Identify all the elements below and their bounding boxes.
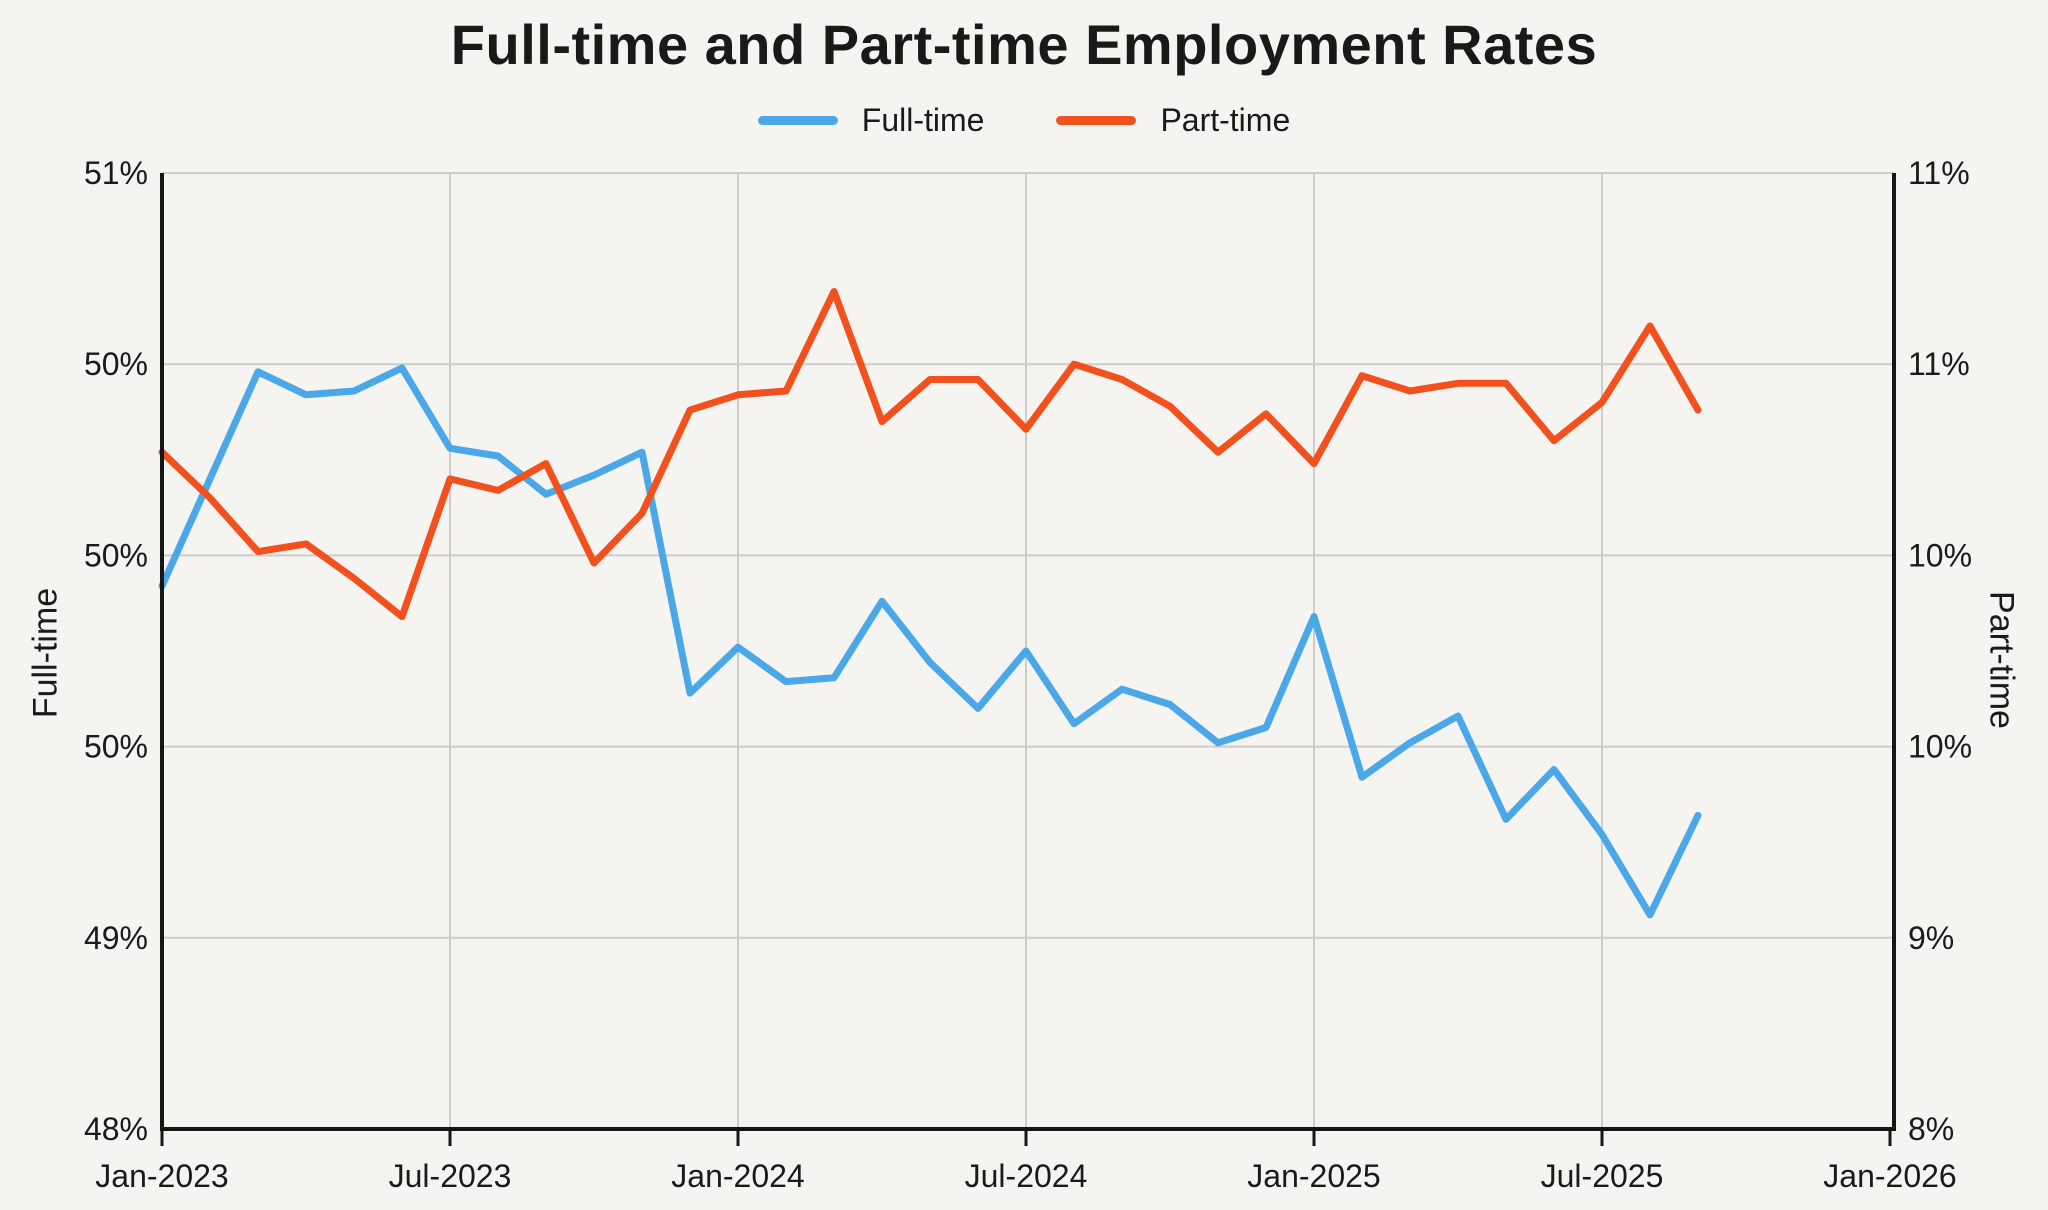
left-y-tick-label: 50% <box>84 729 148 765</box>
part-time-legend-swatch <box>1056 116 1137 125</box>
x-tick-label: Jan-2024 <box>671 1158 804 1194</box>
full-time-legend-label: Full-time <box>861 102 985 138</box>
full-time-line <box>158 364 1702 919</box>
x-tick-label: Jul-2025 <box>1541 1158 1664 1194</box>
right-y-tick-label: 11% <box>1908 155 1970 191</box>
left-axis-title: Full-time <box>26 587 65 719</box>
part-time-line <box>158 288 1702 621</box>
x-tick-label: Jan-2023 <box>95 1158 228 1194</box>
right-y-tick-label: 8% <box>1908 1111 1954 1147</box>
x-tick-label: Jan-2025 <box>1247 1158 1380 1194</box>
x-tick-label: Jul-2023 <box>389 1158 512 1194</box>
chart-title: Full-time and Part-time Employment Rates <box>450 13 1598 76</box>
part-time-legend-label: Part-time <box>1160 102 1291 138</box>
x-tick-label: Jan-2026 <box>1823 1158 1956 1194</box>
right-y-tick-label: 10% <box>1908 537 1972 573</box>
left-y-tick-label: 48% <box>84 1111 148 1147</box>
legend-item-full-time: Full-time <box>757 102 985 139</box>
right-axis-title: Part-time <box>1982 591 2021 729</box>
legend: Full-time Part-time <box>0 102 2048 139</box>
left-y-tick-label: 49% <box>84 920 148 956</box>
right-y-tick-label: 10% <box>1908 729 1972 765</box>
left-y-tick-label: 51% <box>84 155 148 191</box>
left-y-tick-label: 50% <box>84 537 148 573</box>
full-time-legend-swatch <box>757 116 838 125</box>
right-y-tick-label: 9% <box>1908 920 1954 956</box>
left-y-tick-label: 50% <box>84 346 148 382</box>
right-y-tick-label: 11% <box>1908 346 1970 382</box>
x-tick-label: Jul-2024 <box>965 1158 1088 1194</box>
legend-item-part-time: Part-time <box>1056 102 1290 139</box>
